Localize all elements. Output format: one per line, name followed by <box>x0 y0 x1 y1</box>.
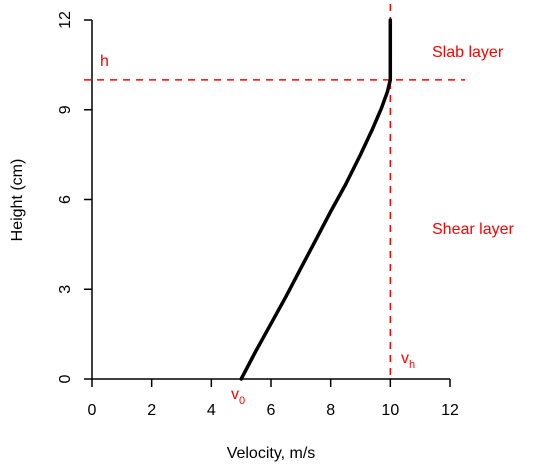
y-axis-title: Height (cm) <box>9 159 26 242</box>
axes: 0 2 4 6 8 10 12 0 3 6 9 12 <box>57 11 459 419</box>
annotation-shear-layer: Shear layer <box>432 221 514 238</box>
x-tick-label: 0 <box>88 402 97 419</box>
series-layer <box>239 18 393 381</box>
x-tick-label: 8 <box>326 402 335 419</box>
x-tick-label: 6 <box>267 402 276 419</box>
y-tick-label: 9 <box>57 105 74 114</box>
reference-lines <box>84 4 465 380</box>
annotation-v0: v0 <box>231 386 245 407</box>
y-tick-label: 0 <box>57 374 74 383</box>
annotation-v0-main: v <box>231 386 239 403</box>
velocity-profile-line <box>239 18 393 381</box>
annotation-h: h <box>100 53 109 70</box>
annotation-vh: vh <box>401 350 415 371</box>
x-axis-title: Velocity, m/s <box>227 445 316 462</box>
annotation-vh-sub: h <box>409 359 415 371</box>
x-tick-label: 4 <box>207 402 216 419</box>
annotation-v0-sub: 0 <box>239 395 245 407</box>
y-tick-label: 6 <box>57 195 74 204</box>
x-tick-label: 12 <box>441 402 459 419</box>
x-tick-label: 2 <box>147 402 156 419</box>
y-tick-label: 3 <box>57 285 74 294</box>
annotation-vh-main: v <box>401 350 409 367</box>
x-tick-label: 10 <box>381 402 399 419</box>
annotation-slab-layer: Slab layer <box>432 44 504 61</box>
y-tick-label: 12 <box>57 11 74 29</box>
